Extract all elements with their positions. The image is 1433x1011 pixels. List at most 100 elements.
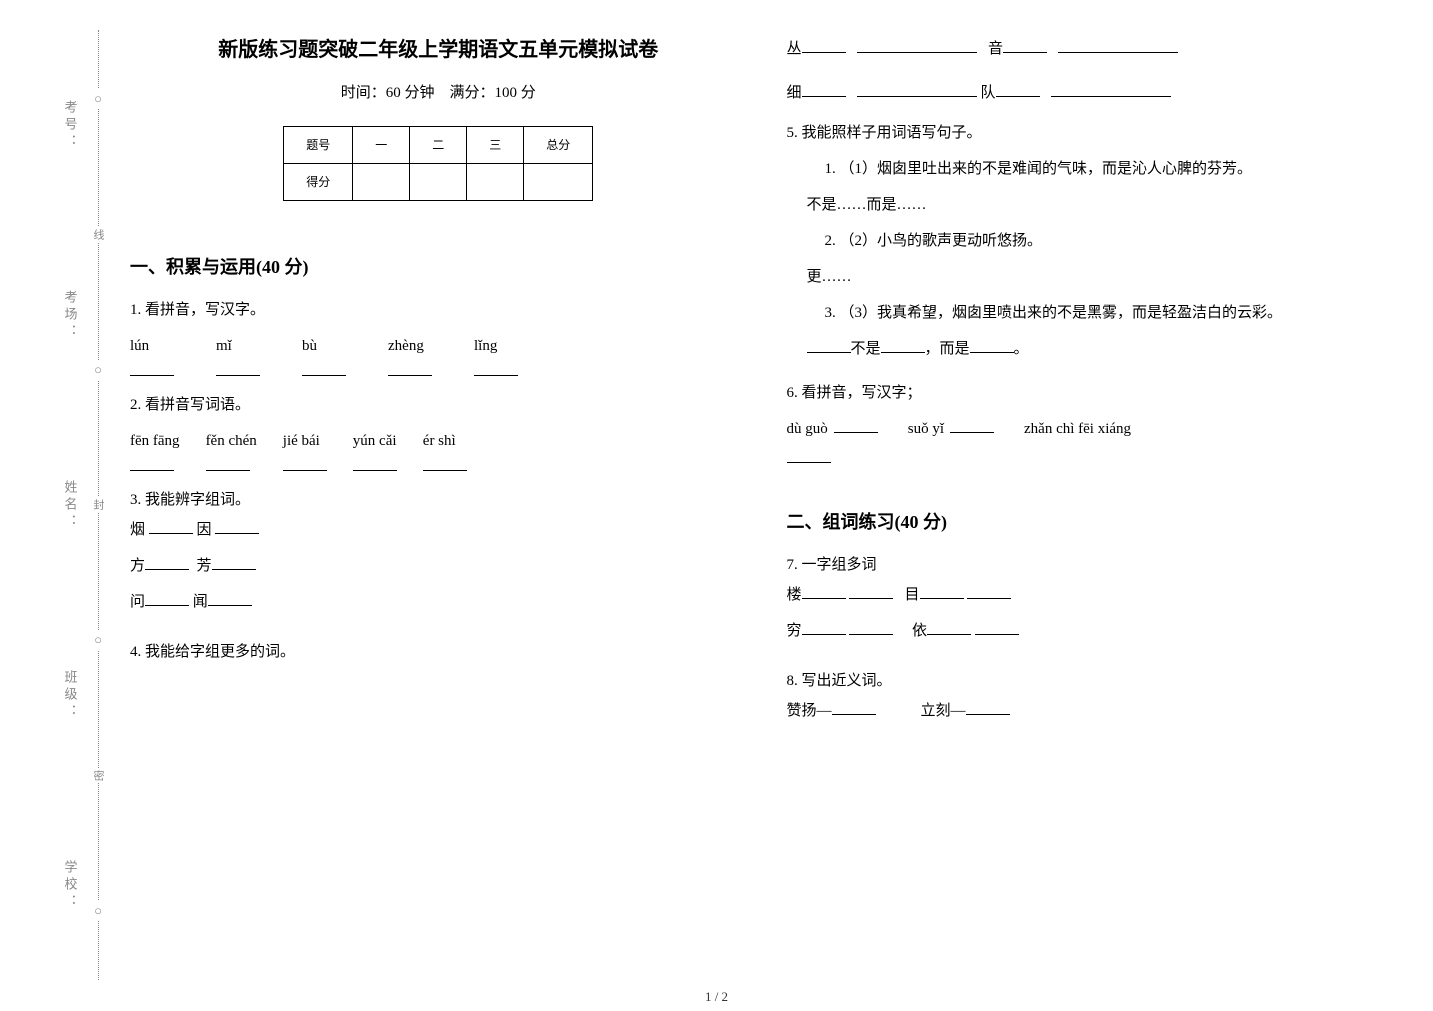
pinyin: fěn chén xyxy=(206,426,257,456)
answer-blank xyxy=(802,620,846,635)
pinyin: yún cǎi xyxy=(353,426,397,456)
item-body: （2）小鸟的歌声更动听悠扬。 xyxy=(840,233,1043,249)
word: 赞扬— xyxy=(787,703,832,719)
answer-blank xyxy=(388,361,432,376)
item-body: （1）烟囱里吐出来的不是难闻的气味，而是沁人心脾的芬芳。 xyxy=(840,161,1253,177)
td-blank xyxy=(467,164,524,201)
answer-blank xyxy=(975,620,1019,635)
table-row: 得分 xyxy=(284,164,593,201)
char: 烟 xyxy=(130,522,145,538)
item-num: 1. xyxy=(825,161,836,177)
question-8: 8. 写出近义词。 赞扬— 立刻— xyxy=(787,666,1404,732)
question-7: 7. 一字组多词 楼 目 穷 依 xyxy=(787,550,1404,652)
q4-line-2: 细 队 xyxy=(787,78,1404,108)
answer-blank xyxy=(970,338,1014,353)
char: 闻 xyxy=(193,594,208,610)
answer-blank xyxy=(802,38,846,53)
q3-text: 3. 我能辨字组词。 xyxy=(130,485,747,515)
answer-blank xyxy=(802,82,846,97)
word: 立刻— xyxy=(921,703,966,719)
answer-blank xyxy=(208,591,252,606)
answer-blank xyxy=(149,519,193,534)
answer-blank xyxy=(857,82,977,97)
answer-blank xyxy=(130,361,174,376)
q6-pinyin-row: dù guò suǒ yǐ zhǎn chì fēi xiáng xyxy=(787,414,1404,444)
td-label: 得分 xyxy=(284,164,353,201)
right-column: 丛 音 细 队 5. 我能照样子用词语写句子。 1. （1）烟囱里吐出来的不是难… xyxy=(787,30,1404,981)
question-6: 6. 看拼音，写汉字； dù guò suǒ yǐ zhǎn chì fēi x… xyxy=(787,378,1404,474)
section-1-title: 一、积累与运用(40 分) xyxy=(130,249,747,285)
page-content: 新版练习题突破二年级上学期语文五单元模拟试卷 时间：60 分钟 满分：100 分… xyxy=(130,30,1403,981)
left-column: 新版练习题突破二年级上学期语文五单元模拟试卷 时间：60 分钟 满分：100 分… xyxy=(130,30,747,981)
answer-blank xyxy=(474,361,518,376)
answer-blank xyxy=(920,584,964,599)
char: 音 xyxy=(988,41,1003,57)
paper-title: 新版练习题突破二年级上学期语文五单元模拟试卷 xyxy=(130,30,747,70)
seal-label-xian: 线 xyxy=(90,227,106,242)
q5-item-1: 1. （1）烟囱里吐出来的不是难闻的气味，而是沁人心脾的芬芳。 xyxy=(825,154,1404,184)
seal-label-feng: 封 xyxy=(90,497,106,512)
pinyin: zhǎn chì fēi xiáng xyxy=(1024,414,1131,444)
char: 穷 xyxy=(787,623,802,639)
side-label-kaohao: 考号： xyxy=(61,100,80,151)
answer-blank xyxy=(881,338,925,353)
pinyin: bù xyxy=(302,331,317,361)
th-three: 三 xyxy=(467,127,524,164)
th-one: 一 xyxy=(353,127,410,164)
th-two: 二 xyxy=(410,127,467,164)
page-number: 1 / 2 xyxy=(0,989,1433,1005)
answer-blank xyxy=(283,456,327,471)
pinyin: ér shì xyxy=(423,426,456,456)
side-label-xuexiao: 学校： xyxy=(61,860,80,911)
answer-blank xyxy=(206,456,250,471)
circle-icon: ○ xyxy=(94,630,102,650)
item-body: （3）我真希望，烟囱里喷出来的不是黑雾，而是轻盈洁白的云彩。 xyxy=(840,305,1283,321)
char: 丛 xyxy=(787,41,802,57)
char: 目 xyxy=(905,587,920,603)
score-table: 题号 一 二 三 总分 得分 xyxy=(283,126,593,201)
answer-blank xyxy=(996,82,1040,97)
q5-pattern-2: 更…… xyxy=(787,262,1404,292)
char: 依 xyxy=(912,623,927,639)
char: 因 xyxy=(197,522,212,538)
fill-text: ，而是 xyxy=(925,341,970,357)
pinyin: mǐ xyxy=(216,331,232,361)
circle-icon: ○ xyxy=(94,901,102,921)
answer-blank xyxy=(849,584,893,599)
answer-blank xyxy=(967,584,1011,599)
question-1: 1. 看拼音，写汉字。 lún mǐ bù zhèng lǐng xyxy=(130,295,747,376)
answer-blank xyxy=(832,700,876,715)
th-total: 总分 xyxy=(524,127,593,164)
q1-text: 1. 看拼音，写汉字。 xyxy=(130,295,747,325)
side-label-kaochang: 考场： xyxy=(61,290,80,341)
td-blank xyxy=(353,164,410,201)
pinyin: suǒ yǐ xyxy=(908,414,944,444)
answer-blank xyxy=(927,620,971,635)
answer-blank xyxy=(215,519,259,534)
pinyin: lǐng xyxy=(474,331,497,361)
circle-icon: ○ xyxy=(94,89,102,109)
pinyin: dù guò xyxy=(787,414,828,444)
char: 细 xyxy=(787,85,802,101)
seal-label-mi: 密 xyxy=(90,768,106,783)
item-num: 2. xyxy=(825,233,836,249)
char: 队 xyxy=(981,85,996,101)
q1-pinyin-row: lún mǐ bù zhèng lǐng xyxy=(130,331,747,376)
side-label-banji: 班级： xyxy=(61,670,80,721)
pinyin: jié bái xyxy=(283,426,320,456)
q5-item-2: 2. （2）小鸟的歌声更动听悠扬。 xyxy=(825,226,1404,256)
answer-blank xyxy=(212,555,256,570)
th-label: 题号 xyxy=(284,127,353,164)
q8-text: 8. 写出近义词。 xyxy=(787,666,1404,696)
answer-blank xyxy=(950,418,994,433)
q5-text: 5. 我能照样子用词语写句子。 xyxy=(787,118,1404,148)
char: 问 xyxy=(130,594,145,610)
q5-item-3: 3. （3）我真希望，烟囱里喷出来的不是黑雾，而是轻盈洁白的云彩。 xyxy=(825,298,1404,328)
q2-pinyin-row: fēn fāng fěn chén jié bái yún cǎi ér shì xyxy=(130,426,747,471)
pinyin: lún xyxy=(130,331,149,361)
item-num: 3. xyxy=(825,305,836,321)
circle-icon: ○ xyxy=(94,360,102,380)
answer-blank xyxy=(1003,38,1047,53)
answer-blank xyxy=(787,448,831,463)
td-blank xyxy=(524,164,593,201)
